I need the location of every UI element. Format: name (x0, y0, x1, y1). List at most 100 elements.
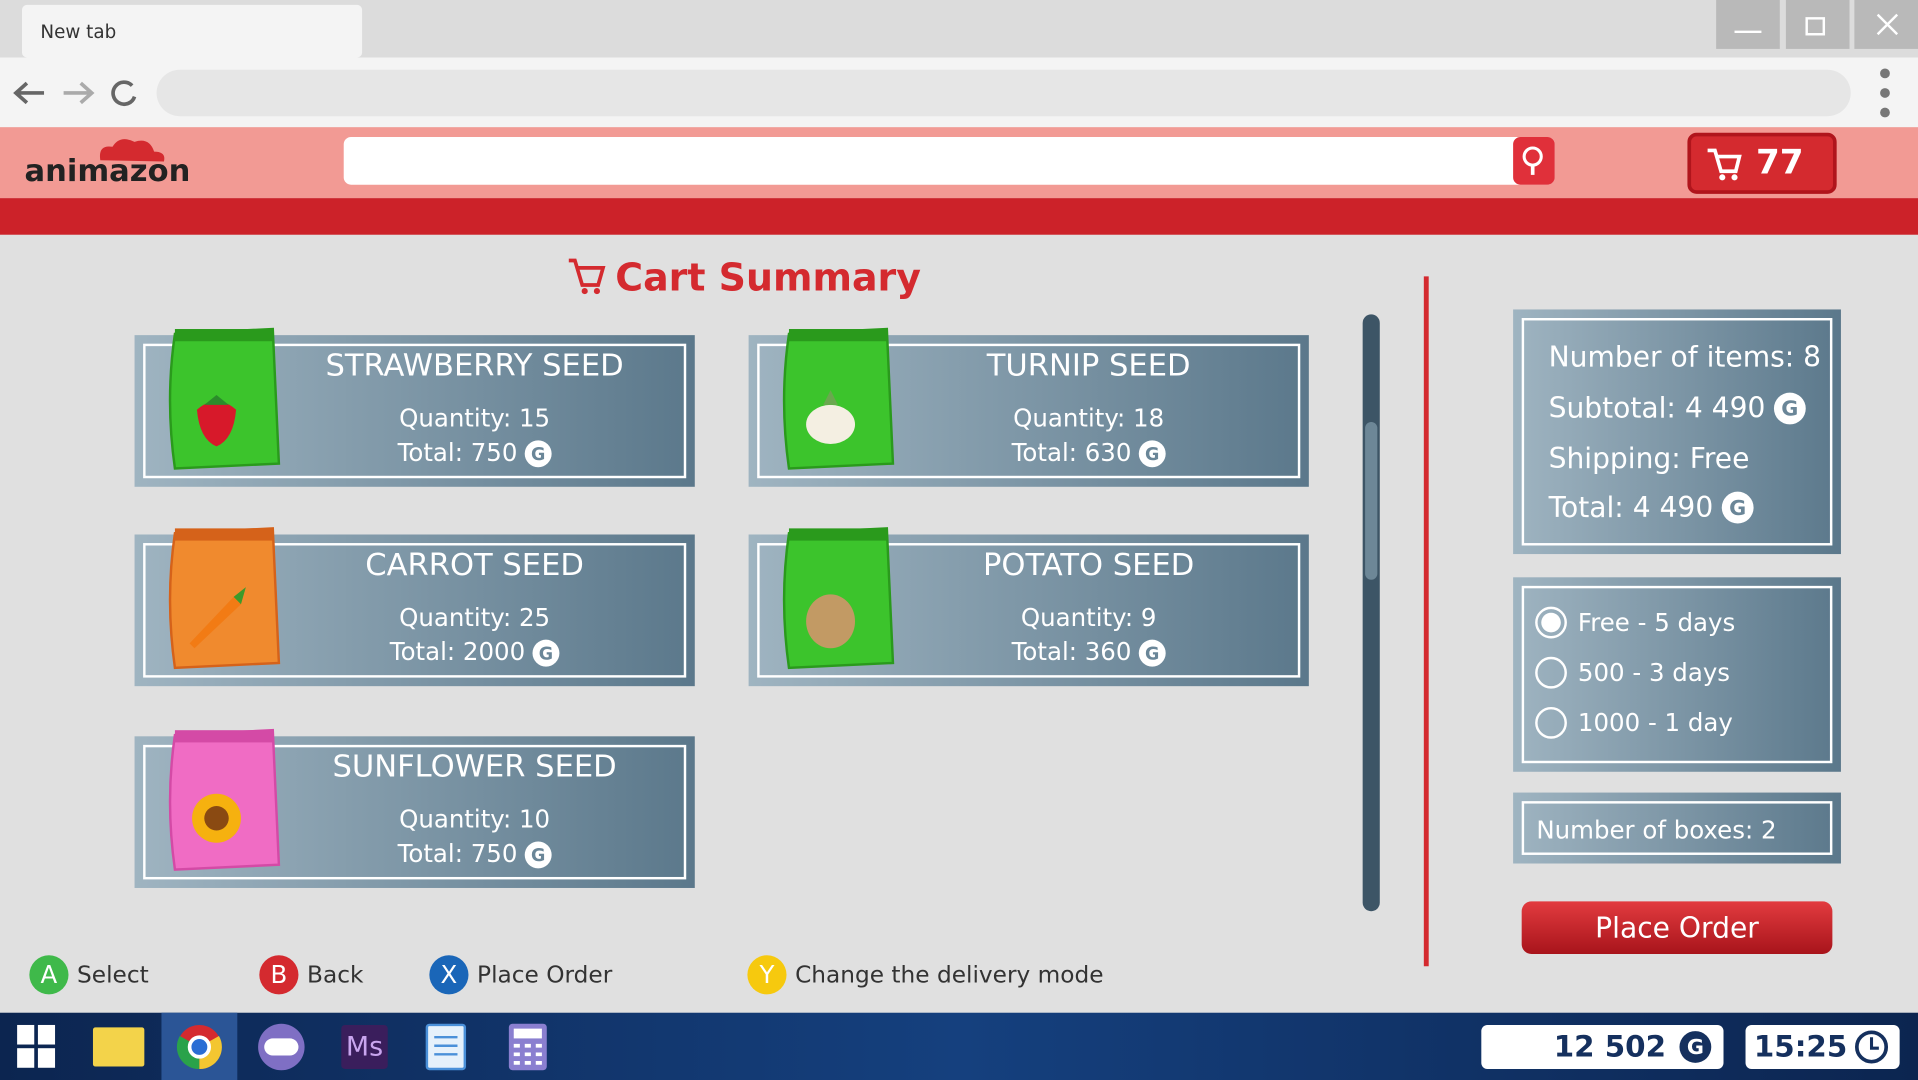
delivery-option[interactable]: Free - 5 days (1578, 608, 1735, 637)
cart-button[interactable] (1687, 132, 1837, 194)
control-label: Change the delivery mode (795, 962, 1103, 989)
seed-bag-top (174, 528, 273, 541)
logo-cloud (99, 139, 165, 162)
boxes-box (1513, 792, 1841, 864)
fruit (806, 404, 856, 444)
item-total: Total: 360 (1011, 637, 1132, 666)
item-quantity: Quantity: 18 (1013, 404, 1164, 433)
item-quantity: Quantity: 9 (1021, 603, 1156, 632)
cart-item[interactable]: STRAWBERRY SEED Quantity: 15 Total: 750 G (134, 327, 695, 487)
item-name: CARROT SEED (365, 548, 584, 583)
tab[interactable] (22, 4, 363, 58)
coin (524, 440, 552, 468)
seed-bag (168, 327, 281, 470)
control-button-letter: X (441, 960, 458, 989)
control-button (259, 955, 299, 995)
reload-button[interactable] (111, 80, 137, 107)
page-title: Cart Summary (615, 256, 921, 300)
fruit (189, 596, 241, 649)
control-label: Place Order (477, 962, 613, 989)
seed-bag-top (174, 329, 273, 342)
forward-button[interactable] (63, 81, 95, 105)
logo[interactable]: animazon (24, 154, 190, 189)
item-quantity: Quantity: 10 (399, 805, 550, 834)
browser-app[interactable] (176, 1024, 222, 1069)
delivery-option[interactable]: 1000 - 1 day (1578, 708, 1733, 737)
card-border (757, 543, 1301, 678)
delivery-radio[interactable] (1535, 706, 1567, 739)
nav-band (0, 198, 1918, 235)
money-amount: 12 502 (1554, 1030, 1666, 1064)
control-button-letter: B (271, 960, 288, 989)
card-border (143, 744, 687, 880)
ms-app[interactable] (341, 1024, 388, 1069)
fruit (806, 594, 856, 649)
card-border (757, 343, 1301, 479)
seed-bag-top (174, 730, 273, 743)
control-button (429, 955, 469, 995)
cart-count: 77 (1756, 142, 1804, 182)
coin-symbol: G (1781, 397, 1798, 421)
scrollbar-thumb[interactable] (1365, 421, 1378, 580)
place-order-button[interactable] (1521, 901, 1833, 955)
summary-subtotal: Subtotal: 4 490 (1549, 392, 1766, 425)
control-label: Back (307, 962, 364, 989)
title-cart-icon (568, 258, 606, 287)
center (204, 806, 229, 831)
coin-symbol: G (1729, 496, 1746, 520)
seed-bag-top (788, 528, 887, 541)
money-box (1481, 1024, 1724, 1069)
delivery-box (1513, 577, 1841, 772)
card-border (143, 343, 687, 479)
cart-item[interactable]: SUNFLOWER SEED Quantity: 10 Total: 750 G (134, 728, 695, 888)
control-button-letter: A (41, 960, 58, 989)
seed-bag (168, 527, 281, 670)
item-total: Total: 750 (397, 839, 518, 868)
files-app[interactable] (92, 1027, 145, 1067)
restore-button[interactable] (1785, 0, 1850, 49)
calculator-app[interactable] (508, 1023, 547, 1071)
coin (1721, 491, 1754, 524)
minimize-button[interactable] (1716, 0, 1780, 49)
delivery-radio[interactable] (1535, 656, 1567, 689)
item-quantity: Quantity: 25 (399, 603, 550, 632)
delivery-radio[interactable] (1535, 606, 1567, 639)
item-total: Total: 750 (397, 438, 518, 467)
coin-symbol: G (531, 846, 545, 866)
coin (1773, 392, 1806, 425)
cart-item[interactable]: TURNIP SEED Quantity: 18 Total: 630 G (748, 327, 1309, 487)
place-order-label: Place Order (1595, 912, 1759, 945)
notes-app[interactable] (425, 1023, 467, 1071)
coin-symbol: G (1145, 644, 1159, 664)
start-button[interactable] (17, 1024, 56, 1068)
item-total: Total: 630 (1011, 438, 1132, 467)
seed-illustration (189, 587, 246, 649)
summary-shipping: Shipping: Free (1549, 442, 1750, 475)
search-button[interactable] (1513, 136, 1555, 185)
back-button[interactable] (13, 81, 45, 105)
coin-symbol: G (1145, 445, 1159, 465)
seed-bag (782, 327, 895, 470)
coin (532, 639, 560, 667)
ms-app-label: Ms (346, 1032, 383, 1063)
menu-button[interactable] (1880, 68, 1890, 118)
scrollbar-track[interactable] (1362, 314, 1380, 912)
money-coin-symbol: G (1687, 1035, 1704, 1059)
fruit (196, 401, 237, 447)
address-bar[interactable] (156, 69, 1851, 117)
leaf (233, 587, 246, 605)
coin-symbol: G (539, 644, 553, 664)
clock-icon (1855, 1030, 1889, 1064)
cart-item[interactable]: CARROT SEED Quantity: 25 Total: 2000 G (134, 527, 695, 687)
item-name: SUNFLOWER SEED (332, 750, 616, 785)
tab-title: New tab (40, 22, 116, 43)
item-name: STRAWBERRY SEED (325, 348, 623, 383)
seed-illustration (196, 395, 237, 447)
cart-item[interactable]: POTATO SEED Quantity: 9 Total: 360 G (748, 527, 1309, 687)
game-app[interactable] (258, 1023, 305, 1071)
item-name: TURNIP SEED (986, 348, 1191, 383)
search-field[interactable] (343, 136, 1555, 185)
coin (1138, 440, 1166, 468)
delivery-option[interactable]: 500 - 3 days (1578, 658, 1730, 687)
